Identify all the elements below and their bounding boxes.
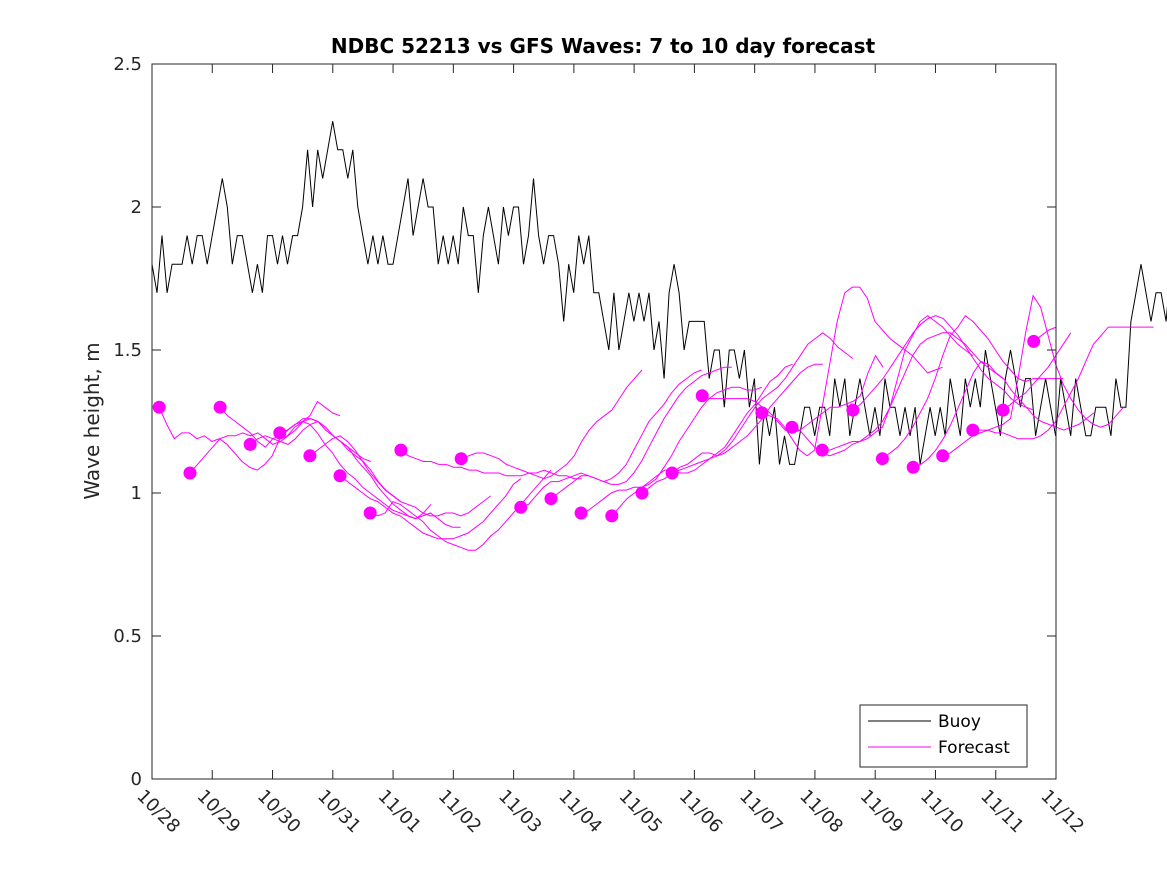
series-layer xyxy=(151,121,1167,551)
forecast-run-line xyxy=(400,449,582,480)
forecast-run-line xyxy=(882,314,1064,460)
forecast-start-point xyxy=(213,400,227,414)
forecast-run-line xyxy=(158,400,341,471)
forecast-start-point xyxy=(875,452,889,466)
forecast-start-point xyxy=(454,452,468,466)
y-tick-label: 0.5 xyxy=(113,626,142,647)
forecast-run-line xyxy=(822,332,1004,451)
forecast-start-point xyxy=(755,406,769,420)
legend: Buoy Forecast xyxy=(859,704,1028,768)
legend-label-buoy: Buoy xyxy=(938,712,981,732)
forecast-run-line xyxy=(550,366,732,500)
y-axis-label: Wave height, m xyxy=(80,342,104,499)
forecast-run-line xyxy=(580,386,763,514)
forecast-run-line xyxy=(461,369,643,480)
y-tick-label: 1 xyxy=(131,483,142,504)
forecast-run-line xyxy=(249,418,432,520)
forecast-start-point xyxy=(514,500,528,514)
forecast-start-point xyxy=(303,449,317,463)
forecast-run-line xyxy=(913,360,1095,468)
forecast-start-point xyxy=(544,492,558,506)
forecast-start-point xyxy=(1027,334,1041,348)
forecast-start-point xyxy=(785,420,799,434)
forecast-start-point xyxy=(846,403,860,417)
axes-box xyxy=(151,63,1057,780)
y-tick-label: 1.5 xyxy=(113,340,142,361)
forecast-run-line xyxy=(520,369,702,508)
forecast-run-line xyxy=(309,435,492,517)
forecast-start-point xyxy=(815,443,829,457)
forecast-start-point xyxy=(273,426,287,440)
buoy-series-line xyxy=(151,121,1167,465)
forecast-start-point xyxy=(333,469,347,483)
forecast-start-point xyxy=(605,509,619,523)
y-tick-label: 0 xyxy=(131,769,142,790)
y-tick-label: 2 xyxy=(131,197,142,218)
forecast-run-line xyxy=(671,332,854,474)
legend-label-forecast: Forecast xyxy=(938,738,1010,758)
forecast-start-point xyxy=(243,437,257,451)
forecast-start-point xyxy=(665,466,679,480)
forecast-start-point xyxy=(574,506,588,520)
forecast-start-point xyxy=(906,460,920,474)
plot-area xyxy=(152,64,1056,779)
forecast-run-line xyxy=(972,326,1154,440)
forecast-start-point xyxy=(183,466,197,480)
chart-title: NDBC 52213 vs GFS Waves: 7 to 10 day for… xyxy=(331,34,876,58)
forecast-start-point xyxy=(635,486,649,500)
forecast-start-point xyxy=(966,423,980,437)
forecast-start-point xyxy=(152,400,166,414)
forecast-start-point xyxy=(363,506,377,520)
forecast-start-point xyxy=(695,389,709,403)
forecast-run-line xyxy=(852,315,1034,411)
y-tick-label: 2.5 xyxy=(113,54,142,75)
forecast-start-point xyxy=(936,449,950,463)
legend-box xyxy=(859,704,1028,768)
forecast-run-line xyxy=(1002,332,1072,411)
forecast-run-line xyxy=(279,420,461,528)
forecast-start-point xyxy=(996,403,1010,417)
forecast-run-line xyxy=(339,475,522,540)
y-axis: 0 0.5 1 1.5 2 2.5 xyxy=(113,54,1056,790)
forecast-start-point xyxy=(394,443,408,457)
